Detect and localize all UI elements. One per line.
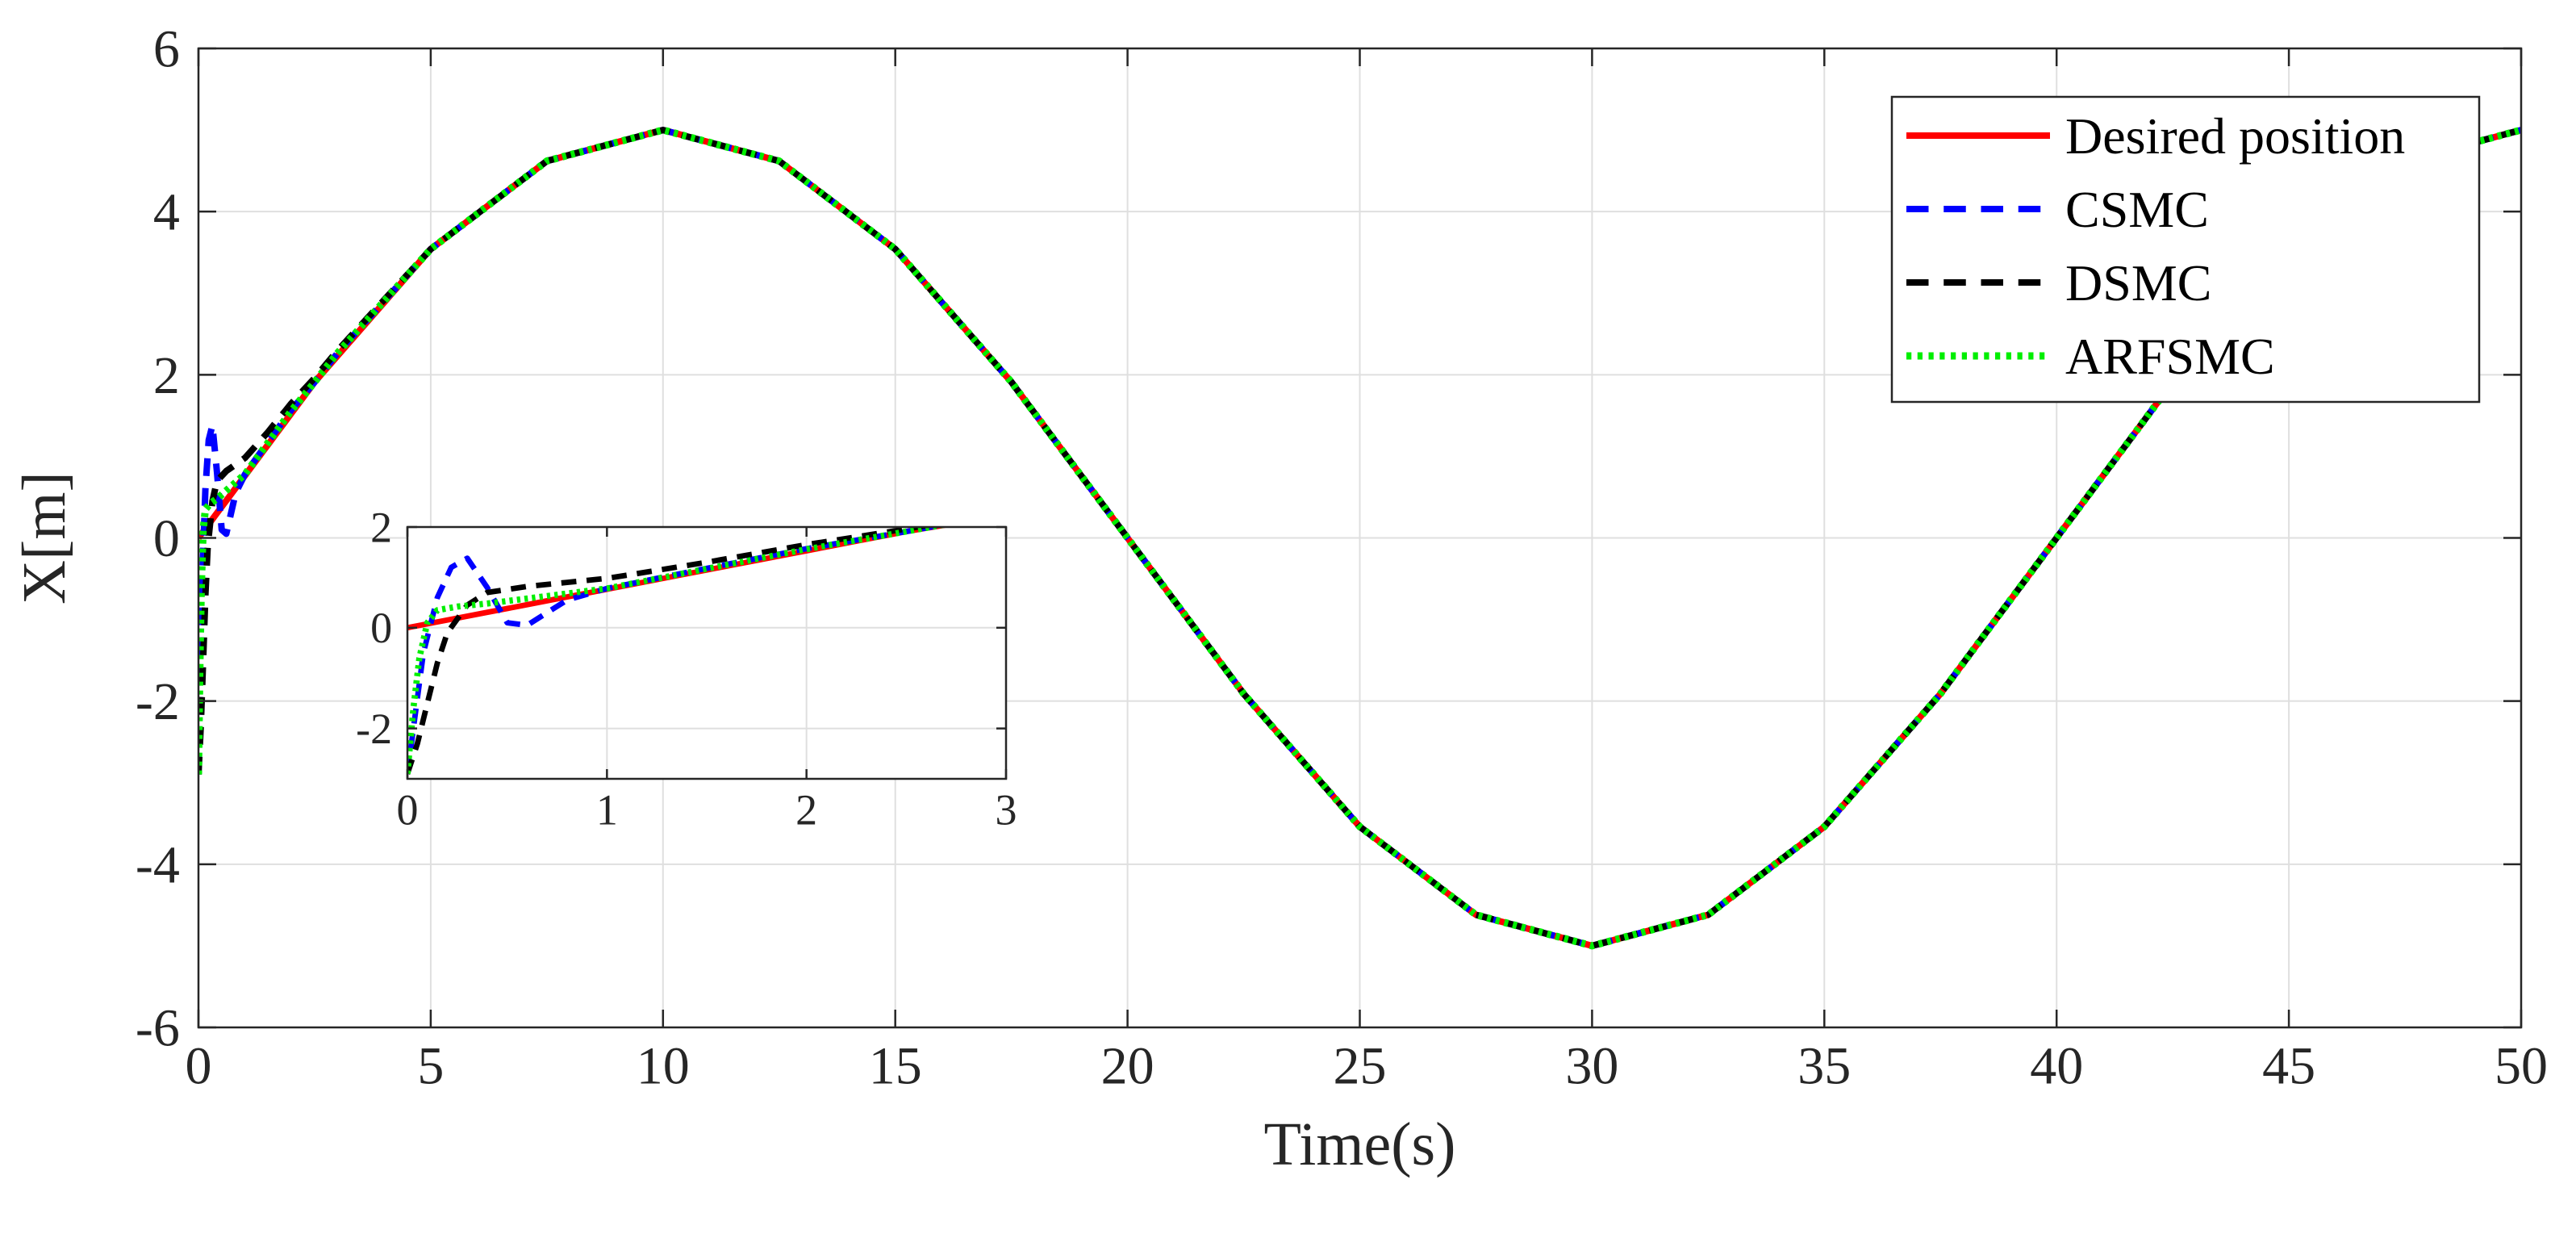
main-x-tick-label: 0 <box>186 1036 212 1095</box>
inset-y-tick-label: 0 <box>370 604 392 652</box>
inset-x-tick-label: 2 <box>795 786 817 835</box>
main-series-line-arfsmc <box>198 126 2521 950</box>
main-x-tick-label: 20 <box>1101 1036 1154 1095</box>
main-y-tick-label: -2 <box>136 672 180 731</box>
main-x-tick-label: 45 <box>2262 1036 2315 1095</box>
inset-y-tick-label: 2 <box>370 503 392 551</box>
main-x-tick-label: 5 <box>417 1036 444 1095</box>
inset-axes-box <box>406 525 1008 780</box>
main-y-tick-label: 0 <box>153 509 180 568</box>
main-y-tick-label: 2 <box>153 346 180 405</box>
legend: Desired position CSMC DSMC ARFSMC <box>1890 95 2481 404</box>
inset-x-tick-label: 0 <box>397 786 419 835</box>
legend-entry-label: Desired position <box>2065 107 2405 165</box>
main-y-tick-label: -4 <box>136 835 180 894</box>
main-x-tick-label: 50 <box>2495 1036 2548 1095</box>
main-x-tick-label: 15 <box>869 1036 922 1095</box>
main-series-group <box>198 126 2521 950</box>
main-y-tick-label: 6 <box>153 19 180 78</box>
main-y-tick-label: -6 <box>136 998 180 1057</box>
legend-entry-label: CSMC <box>2065 181 2209 238</box>
legend-box <box>1890 95 2481 404</box>
inset-ticks: 0 1 2 3-202 <box>356 503 1017 834</box>
inset-y-tick-label: -2 <box>356 705 392 753</box>
main-x-tick-label: 25 <box>1334 1036 1387 1095</box>
main-x-tick-label: 30 <box>1565 1036 1618 1095</box>
main-y-tick-label: 4 <box>153 183 180 242</box>
y-axis-label: X[m] <box>10 471 78 604</box>
x-axis-label: Time(s) <box>1264 1111 1456 1178</box>
legend-entry-label: ARFSMC <box>2065 328 2275 385</box>
inset-plot-area <box>407 527 1006 779</box>
inset-x-tick-label: 1 <box>596 786 618 835</box>
legend-entry-label: DSMC <box>2065 254 2211 312</box>
inset-plot: 0 1 2 3-202 <box>356 503 1017 834</box>
main-x-tick-label: 35 <box>1797 1036 1851 1095</box>
inset-x-tick-label: 3 <box>996 786 1017 835</box>
main-x-tick-label: 40 <box>2030 1036 2083 1095</box>
main-x-tick-label: 10 <box>637 1036 690 1095</box>
